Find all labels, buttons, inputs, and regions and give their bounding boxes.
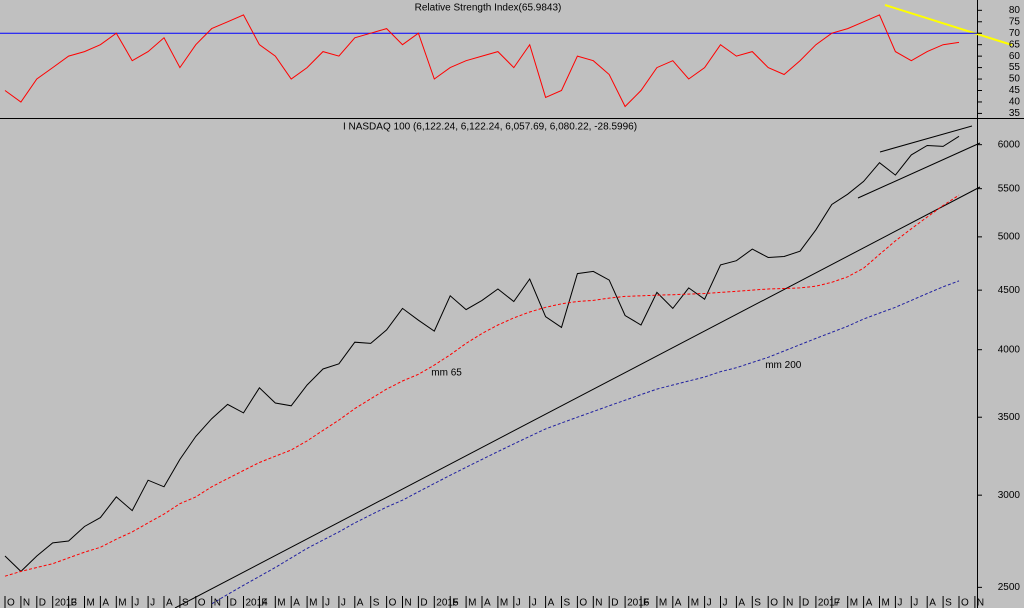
y-tick-label: 65	[1009, 39, 1021, 50]
x-tick-label: S	[182, 598, 189, 608]
x-tick-label: F	[452, 598, 458, 608]
rsi-trendline	[884, 4, 1013, 46]
x-tick-label: A	[357, 598, 364, 608]
x-tick-label: N	[214, 598, 221, 608]
x-tick-label: J	[516, 598, 521, 608]
x-tick-label: J	[913, 598, 918, 608]
rsi-title: Relative Strength Index(65.9843)	[415, 3, 562, 14]
y-tick-label: 3500	[998, 412, 1021, 423]
y-tick-label: 5500	[998, 183, 1021, 194]
x-tick-label: D	[39, 598, 46, 608]
x-tick-label: A	[293, 598, 300, 608]
x-tick-label: N	[786, 598, 793, 608]
x-tick-label: 2015	[436, 598, 459, 608]
channel-line	[879, 125, 973, 153]
y-tick-label: 45	[1009, 85, 1021, 96]
x-tick-label: M	[882, 598, 890, 608]
x-tick-label: J	[134, 598, 139, 608]
x-tick-label: A	[484, 598, 491, 608]
x-tick-label: M	[309, 598, 317, 608]
y-tick-label: 75	[1009, 16, 1021, 27]
series-label: mm 200	[765, 360, 802, 371]
x-tick-label: N	[977, 598, 984, 608]
x-tick-label: 2016	[627, 598, 650, 608]
x-tick-label: J	[532, 598, 537, 608]
x-tick-label: S	[945, 598, 952, 608]
y-tick-label: 40	[1009, 97, 1021, 108]
x-tick-label: A	[548, 598, 555, 608]
x-tick-label: S	[564, 598, 571, 608]
moving-average	[211, 280, 960, 605]
y-tick-label: 60	[1009, 51, 1021, 62]
x-tick-label: O	[961, 598, 969, 608]
x-tick-label: A	[166, 598, 173, 608]
x-tick-label: M	[87, 598, 95, 608]
x-tick-label: J	[325, 598, 330, 608]
y-tick-label: 6000	[998, 139, 1021, 150]
price-line	[4, 135, 960, 573]
support-trendline	[174, 186, 981, 608]
x-tick-label: D	[420, 598, 427, 608]
y-tick-label: 55	[1009, 62, 1021, 73]
x-tick-label: O	[579, 598, 587, 608]
moving-average	[4, 194, 960, 577]
x-tick-label: J	[897, 598, 902, 608]
x-tick-label: A	[675, 598, 682, 608]
x-tick-label: M	[468, 598, 476, 608]
y-tick-label: 50	[1009, 74, 1021, 85]
x-tick-label: 2013	[55, 598, 78, 608]
y-tick-label: 4000	[998, 344, 1021, 355]
x-tick-label: A	[866, 598, 873, 608]
x-tick-label: D	[611, 598, 618, 608]
x-tick-label: 2017	[818, 598, 841, 608]
x-tick-label: O	[7, 598, 15, 608]
x-tick-label: S	[373, 598, 380, 608]
x-tick-label: M	[659, 598, 667, 608]
x-tick-label: J	[341, 598, 346, 608]
x-tick-label: M	[500, 598, 508, 608]
x-tick-label: N	[23, 598, 30, 608]
x-tick-label: O	[389, 598, 397, 608]
x-tick-label: M	[691, 598, 699, 608]
series-label: mm 65	[431, 368, 462, 379]
x-tick-label: M	[118, 598, 126, 608]
rsi-line	[4, 14, 960, 108]
y-tick-label: 5000	[998, 232, 1021, 243]
x-tick-label: 2014	[246, 598, 269, 608]
x-tick-label: M	[277, 598, 285, 608]
x-tick-label: D	[230, 598, 237, 608]
x-tick-label: M	[850, 598, 858, 608]
x-tick-label: A	[738, 598, 745, 608]
x-tick-label: S	[754, 598, 761, 608]
x-tick-label: N	[405, 598, 412, 608]
x-tick-label: A	[102, 598, 109, 608]
x-tick-label: O	[198, 598, 206, 608]
y-tick-label: 80	[1009, 5, 1021, 16]
x-tick-label: F	[71, 598, 77, 608]
y-tick-label: 70	[1009, 28, 1021, 39]
x-tick-label: F	[261, 598, 267, 608]
x-tick-label: J	[723, 598, 728, 608]
y-tick-label: 35	[1009, 108, 1021, 119]
x-tick-label: O	[770, 598, 778, 608]
y-tick-label: 2500	[998, 582, 1021, 593]
channel-line	[857, 142, 981, 199]
x-tick-label: F	[834, 598, 840, 608]
x-tick-label: F	[643, 598, 649, 608]
x-tick-label: J	[707, 598, 712, 608]
price-title: I NASDAQ 100 (6,122.24, 6,122.24, 6,057.…	[343, 122, 637, 133]
x-tick-label: D	[802, 598, 809, 608]
y-tick-label: 3000	[998, 490, 1021, 501]
y-tick-label: 4500	[998, 285, 1021, 296]
x-tick-label: A	[929, 598, 936, 608]
x-tick-label: J	[150, 598, 155, 608]
x-tick-label: N	[595, 598, 602, 608]
